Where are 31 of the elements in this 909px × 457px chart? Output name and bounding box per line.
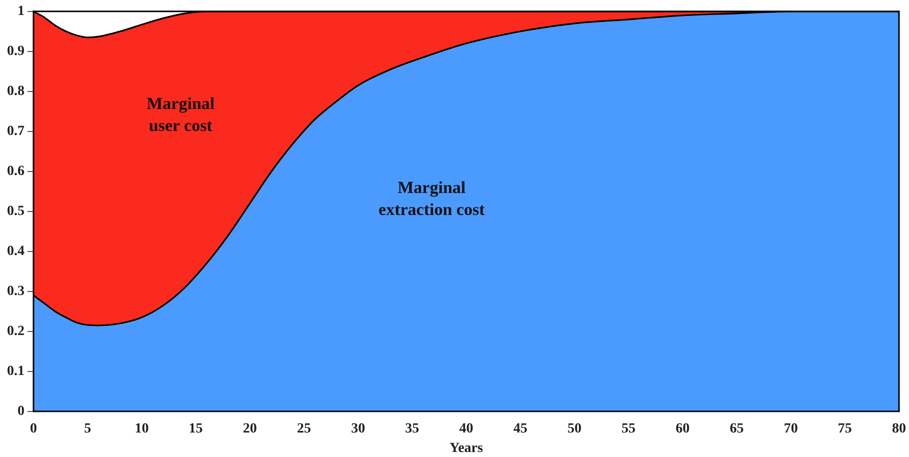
y-tick-label: 0.3 [7, 284, 24, 300]
x-tick-label: 5 [84, 421, 92, 436]
y-tick-label: 0.7 [7, 124, 24, 140]
x-axis-title: Years [450, 441, 484, 456]
x-tick-label: 35 [405, 421, 420, 436]
x-tick-label: 55 [622, 421, 636, 436]
series-label: Marginal extraction cost [378, 178, 486, 219]
x-tick-label: 20 [242, 421, 257, 436]
x-tick-label: 75 [838, 421, 852, 436]
x-tick-label: 70 [784, 421, 798, 436]
x-tick-label: 45 [513, 421, 528, 436]
y-tick-label: 0.1 [7, 364, 24, 380]
y-tick-label: 0.4 [7, 244, 24, 260]
x-tick-label: 65 [730, 421, 744, 436]
y-tick-label: 0 [18, 404, 24, 420]
x-tick-label: 50 [567, 421, 582, 436]
y-tick-label: 0.6 [7, 164, 24, 180]
x-tick-label: 0 [30, 421, 37, 436]
x-tick-label: 15 [188, 421, 203, 436]
x-tick-label: 25 [296, 421, 311, 436]
y-tick-label: 0.9 [7, 44, 24, 60]
x-tick-label: 80 [892, 421, 906, 436]
x-tick-label: 40 [459, 421, 474, 436]
series-label: Marginal user cost [146, 94, 215, 135]
y-tick-label: 1 [18, 4, 24, 20]
y-tick-label: 0.5 [7, 204, 24, 220]
x-tick-label: 60 [676, 421, 690, 436]
x-tick-label: 30 [351, 421, 366, 436]
y-tick-label: 0.2 [7, 324, 24, 340]
x-tick-label: 10 [134, 421, 149, 436]
y-tick-label: 0.8 [7, 84, 24, 100]
